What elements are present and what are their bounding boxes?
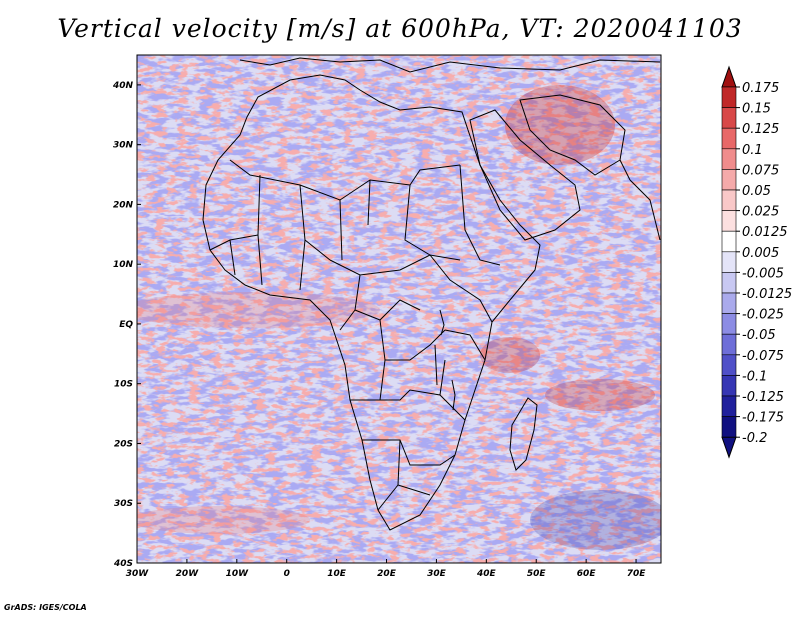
lat-tick-label: 10S — [114, 380, 133, 390]
europe-coastline — [239, 57, 661, 73]
colorbar-swatch — [721, 169, 737, 191]
colorbar-swatch — [721, 148, 737, 170]
colorbar-swatch — [721, 107, 737, 129]
east-africa-borders — [429, 164, 501, 361]
colorbar-label: 0.1 — [742, 143, 763, 158]
lon-tick-label: 20W — [176, 569, 200, 579]
lon-tick-label: 60E — [577, 569, 597, 579]
chart-title: Vertical velocity [m/s] at 600hPa, VT: 2… — [57, 14, 743, 43]
central-africa-borders — [329, 254, 461, 361]
colorbar-swatch — [721, 251, 737, 273]
colorbar-label: -0.175 — [742, 411, 784, 426]
lat-tick-label: 30N — [113, 141, 134, 151]
colorbar-swatch — [721, 86, 737, 108]
velocity-field — [137, 55, 661, 563]
lon-tick-label: 0 — [284, 569, 290, 579]
colorbar-label: 0.05 — [742, 184, 771, 199]
colorbar-swatch — [721, 272, 737, 294]
iran-border — [519, 94, 626, 176]
lon-tick-label: 40E — [476, 569, 497, 579]
lon-tick-label: 10W — [226, 569, 250, 579]
colorbar-label: 0.15 — [742, 102, 771, 117]
india-outline — [619, 159, 661, 241]
lat-tick-label: 20S — [114, 439, 133, 449]
colorbar-label: 0.175 — [742, 81, 779, 96]
colorbar-label: -0.125 — [742, 390, 784, 405]
colorbar-swatch — [721, 292, 737, 314]
colorbar-top-arrow — [721, 65, 737, 88]
plot-frame — [136, 54, 662, 564]
colorbar: 0.175 0.15 0.125 0.1 0.075 0.05 0.025 0.0125 0.0… — [721, 65, 792, 459]
lon-tick-label: 70E — [627, 569, 647, 579]
colorbar-label: -0.005 — [742, 266, 784, 281]
colorbar-label: 0.125 — [742, 122, 779, 137]
lat-tick-label: 40S — [113, 559, 133, 569]
lon-tick-label: 50E — [527, 569, 547, 579]
lon-tick-label: 10E — [327, 569, 347, 579]
southern-africa-borders — [350, 359, 466, 511]
country-borders — [202, 57, 661, 531]
lon-tick-label: 20E — [377, 569, 397, 579]
colorbar-swatch — [721, 210, 737, 232]
colorbar-swatch — [721, 313, 737, 335]
lat-tick-label: 10N — [113, 260, 134, 270]
colorbar-label: -0.025 — [742, 308, 784, 323]
lat-tick-label: EQ — [119, 320, 133, 330]
colorbar-swatch — [721, 189, 737, 211]
colorbar-label: -0.05 — [742, 328, 776, 343]
colorbar-label: -0.1 — [742, 369, 767, 384]
grads-credit: GrADS: IGES/COLA — [4, 603, 87, 612]
colorbar-label: 0.0125 — [742, 225, 788, 240]
colorbar-label: -0.075 — [742, 349, 784, 364]
colorbar-label: 0.005 — [742, 246, 779, 261]
lat-tick-label: 30S — [114, 499, 133, 509]
colorbar-swatch — [721, 127, 737, 150]
arabian-peninsula-coastline — [469, 109, 581, 241]
longitude-axis: 30W 20W 10W 0 10E 20E 30E 40E 50E 60E 70E — [126, 559, 646, 579]
latitude-axis: 40N 30N 20N 10N EQ 10S 20S 30S 40S — [112, 81, 141, 569]
colorbar-bottom-arrow — [721, 436, 737, 459]
colorbar-swatch — [721, 333, 737, 356]
colorbar-swatch — [721, 416, 737, 438]
colorbar-label: 0.075 — [742, 163, 779, 178]
colorbar-label: -0.0125 — [742, 287, 792, 302]
lat-tick-label: 20N — [113, 200, 134, 210]
lon-tick-label: 30W — [126, 569, 150, 579]
great-lakes — [434, 309, 456, 411]
lat-tick-label: 40N — [112, 81, 134, 91]
colorbar-swatch — [721, 375, 737, 397]
colorbar-label: -0.2 — [742, 431, 767, 446]
colorbar-swatch — [721, 230, 737, 253]
madagascar-coastline — [509, 397, 538, 471]
lon-tick-label: 30E — [427, 569, 447, 579]
colorbar-swatch — [721, 395, 737, 417]
west-africa-borders — [209, 234, 306, 291]
colorbar-swatch — [721, 354, 737, 376]
colorbar-label: 0.025 — [742, 205, 779, 220]
